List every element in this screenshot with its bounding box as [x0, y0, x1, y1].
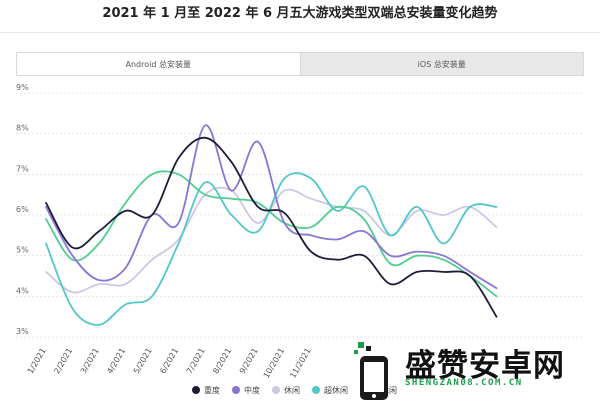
x-tick-label: 4/2021	[105, 347, 127, 376]
x-tick-label: 8/2021	[211, 347, 233, 376]
legend-marker	[192, 386, 200, 394]
series-line	[45, 124, 498, 290]
y-tick-label: 5%	[16, 246, 29, 255]
legend-marker	[232, 386, 240, 394]
chart-title: 2021 年 1 月至 2022 年 6 月五大游戏类型双端总安装量变化趋势	[102, 6, 498, 21]
tab-ios[interactable]: iOS 总安装量	[299, 53, 583, 75]
legend-label: 重度	[204, 385, 220, 395]
x-tick-label: 5/2021	[132, 347, 154, 376]
x-tick-label: 6/2021	[158, 347, 180, 376]
watermark-text: 盛赞安卓网	[405, 348, 565, 384]
y-tick-label: 7%	[16, 164, 29, 173]
legend-label: 休闲	[284, 385, 300, 395]
series-line	[45, 172, 498, 326]
series-line	[45, 170, 498, 298]
title-divider	[0, 32, 600, 33]
watermark-logo	[354, 342, 388, 400]
legend-label: 中度	[244, 385, 260, 395]
series-line	[45, 136, 498, 318]
y-tick-label: 3%	[16, 327, 29, 336]
y-tick-label: 8%	[16, 124, 29, 133]
y-tick-label: 6%	[16, 205, 29, 214]
platform-tabs: Android 总安装量 iOS 总安装量	[16, 52, 584, 76]
y-tick-label: 9%	[16, 83, 29, 92]
x-tick-label: 1/2021	[26, 347, 48, 376]
x-tick-label: 3/2021	[79, 347, 101, 376]
legend-label: 超休闲	[324, 385, 348, 395]
watermark-url: SHENGZAN08.COM.CN	[405, 378, 523, 388]
x-tick-label: 11/2021	[288, 347, 312, 380]
tab-android[interactable]: Android 总安装量	[17, 53, 300, 75]
x-tick-label: 2/2021	[52, 347, 74, 376]
x-tick-label: 7/2021	[185, 347, 207, 376]
legend-marker	[272, 386, 280, 394]
legend-marker	[312, 386, 320, 394]
series-line	[45, 186, 498, 294]
x-tick-label: 9/2021	[238, 347, 260, 376]
x-tick-label: 10/2021	[262, 347, 286, 380]
y-tick-label: 4%	[16, 286, 29, 295]
